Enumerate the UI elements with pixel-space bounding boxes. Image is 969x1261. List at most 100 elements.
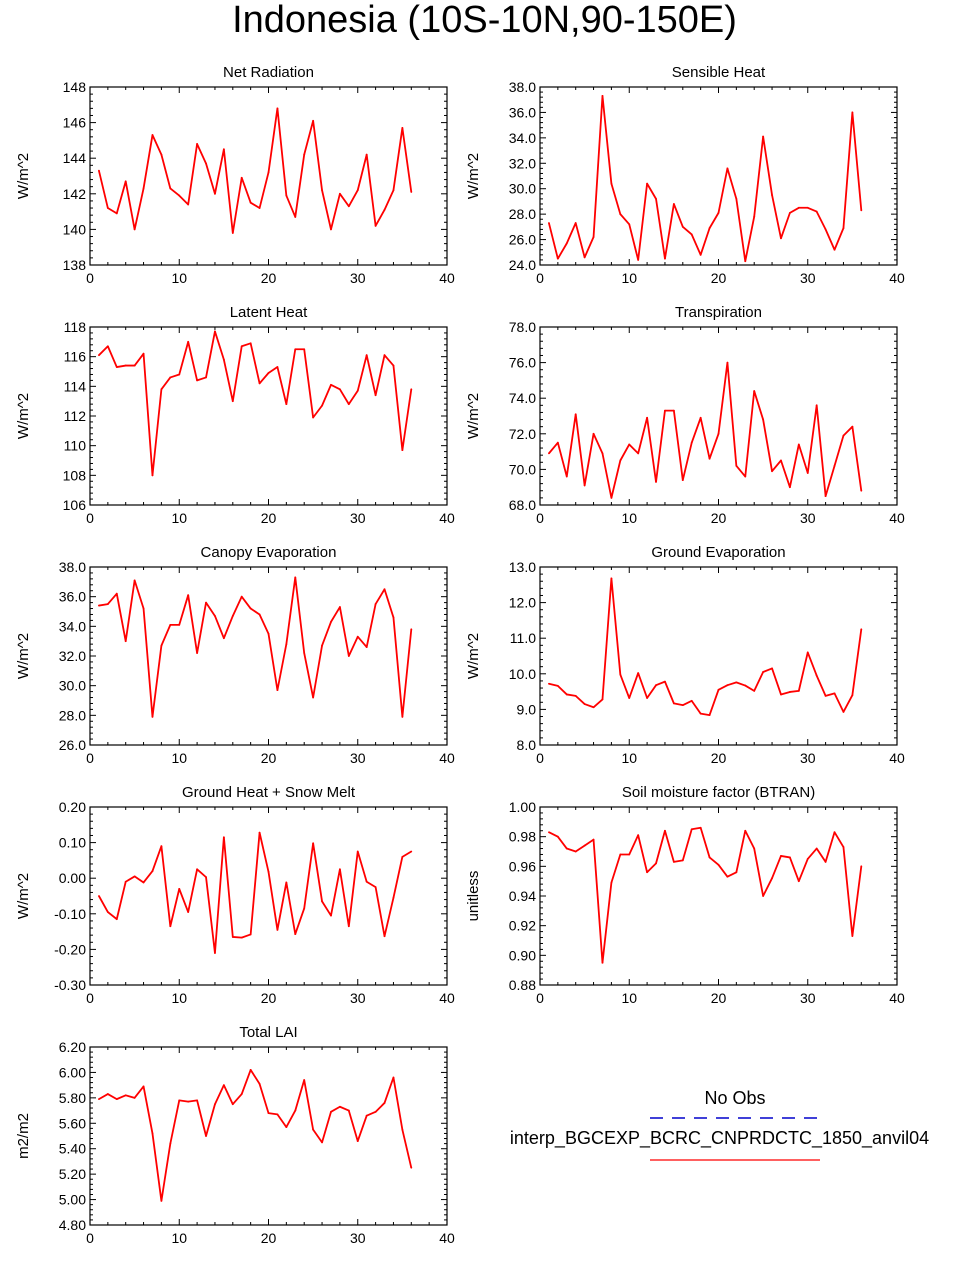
data-point xyxy=(160,845,163,848)
data-point xyxy=(717,432,720,435)
data-point xyxy=(169,187,172,190)
data-point xyxy=(664,829,666,832)
y-tick-label: 5.00 xyxy=(59,1192,86,1208)
data-point xyxy=(106,345,109,348)
data-point xyxy=(142,352,145,355)
y-tick-label: 8.0 xyxy=(517,737,537,753)
data-point xyxy=(214,1103,216,1106)
data-point xyxy=(401,449,404,452)
data-point xyxy=(619,853,622,856)
data-point xyxy=(222,836,225,839)
data-point xyxy=(339,606,341,608)
data-point xyxy=(574,222,577,224)
x-tick-label: 20 xyxy=(711,510,727,526)
data-point xyxy=(124,880,127,883)
data-point xyxy=(842,846,845,848)
y-tick-label: 78.0 xyxy=(509,319,536,335)
data-point xyxy=(222,1084,225,1087)
data-point xyxy=(672,409,675,412)
data-point xyxy=(565,693,568,696)
data-point xyxy=(115,1098,118,1101)
y-tick-label: 28.0 xyxy=(59,707,86,723)
data-point xyxy=(664,680,666,683)
data-point xyxy=(339,868,341,871)
data-point xyxy=(664,409,666,412)
y-tick-label: 34.0 xyxy=(59,618,86,634)
data-point xyxy=(753,215,756,218)
data-point xyxy=(726,361,729,364)
data-point xyxy=(619,459,622,462)
data-point xyxy=(708,856,711,859)
data-point xyxy=(744,260,747,263)
data-point xyxy=(574,694,577,697)
x-tick-label: 20 xyxy=(711,270,727,286)
data-point xyxy=(258,382,261,385)
data-point xyxy=(276,928,279,931)
x-tick-label: 0 xyxy=(86,750,94,766)
data-point xyxy=(267,1112,270,1115)
y-tick-label: 32.0 xyxy=(59,648,86,664)
data-point xyxy=(276,366,279,368)
data-point xyxy=(142,607,145,610)
data-point xyxy=(169,623,172,626)
data-point xyxy=(610,496,613,499)
data-point xyxy=(744,475,747,478)
data-point xyxy=(98,169,100,172)
data-point xyxy=(356,635,359,638)
data-point xyxy=(383,208,386,211)
legend-label-model: interp_BGCEXP_BCRC_CNPRDCTC_1850_anvil04 xyxy=(509,1128,930,1148)
data-point xyxy=(178,194,181,197)
data-point xyxy=(294,1109,297,1112)
chart-title: Ground Heat + Snow Melt xyxy=(182,784,356,801)
y-tick-label: 112 xyxy=(64,408,87,424)
data-point xyxy=(160,644,163,647)
data-point xyxy=(240,345,243,348)
series-line xyxy=(98,1068,413,1202)
data-point xyxy=(106,207,109,209)
y-tick-label: 30.0 xyxy=(59,678,86,694)
data-point xyxy=(205,876,207,879)
data-point xyxy=(646,182,648,185)
data-point xyxy=(833,831,836,834)
data-point xyxy=(583,703,586,705)
x-tick-label: 40 xyxy=(439,1230,455,1246)
y-tick-label: 11.0 xyxy=(510,630,536,646)
data-point xyxy=(133,1096,136,1099)
data-point xyxy=(583,844,586,847)
data-point xyxy=(637,259,640,261)
x-tick-label: 10 xyxy=(171,990,187,1006)
data-point xyxy=(860,865,863,868)
data-point xyxy=(258,831,261,834)
x-tick-label: 20 xyxy=(711,990,727,1006)
x-tick-label: 20 xyxy=(261,750,277,766)
data-point xyxy=(824,860,827,863)
chart-soil-moisture-factor-btran: 0 10 20 30 40 0.88 0.90 0.92 0.94 0.96 0.98 1.00 Soi… xyxy=(465,784,905,1006)
data-point xyxy=(601,95,604,97)
data-point xyxy=(106,1093,109,1095)
data-point xyxy=(214,952,216,954)
data-point xyxy=(401,855,404,858)
chart-ground-heat-snow-melt: 0 10 20 30 40 -0.30 -0.20 -0.10 0.00 0.10 0.20 Grou… xyxy=(15,784,455,1006)
data-point xyxy=(401,127,404,129)
chart-title: Net Radiation xyxy=(223,64,314,81)
data-point xyxy=(374,603,377,605)
data-point xyxy=(196,1099,199,1102)
x-tick-label: 40 xyxy=(439,750,455,766)
data-point xyxy=(205,162,207,165)
x-tick-label: 30 xyxy=(350,510,366,526)
series-line xyxy=(98,831,412,954)
data-point xyxy=(365,646,368,648)
data-point xyxy=(842,434,845,437)
x-tick-label: 0 xyxy=(536,270,544,286)
data-point xyxy=(151,715,154,718)
data-point xyxy=(565,847,568,850)
chart-title: Sensible Heat xyxy=(672,64,766,81)
y-tick-label: 138 xyxy=(63,257,87,273)
data-point xyxy=(231,936,234,938)
y-axis-label: W/m^2 xyxy=(465,633,482,679)
data-point xyxy=(240,595,243,598)
data-point xyxy=(339,192,341,195)
chart-title: Soil moisture factor (BTRAN) xyxy=(622,784,815,801)
plot-frame xyxy=(539,806,898,986)
data-point xyxy=(806,858,809,860)
